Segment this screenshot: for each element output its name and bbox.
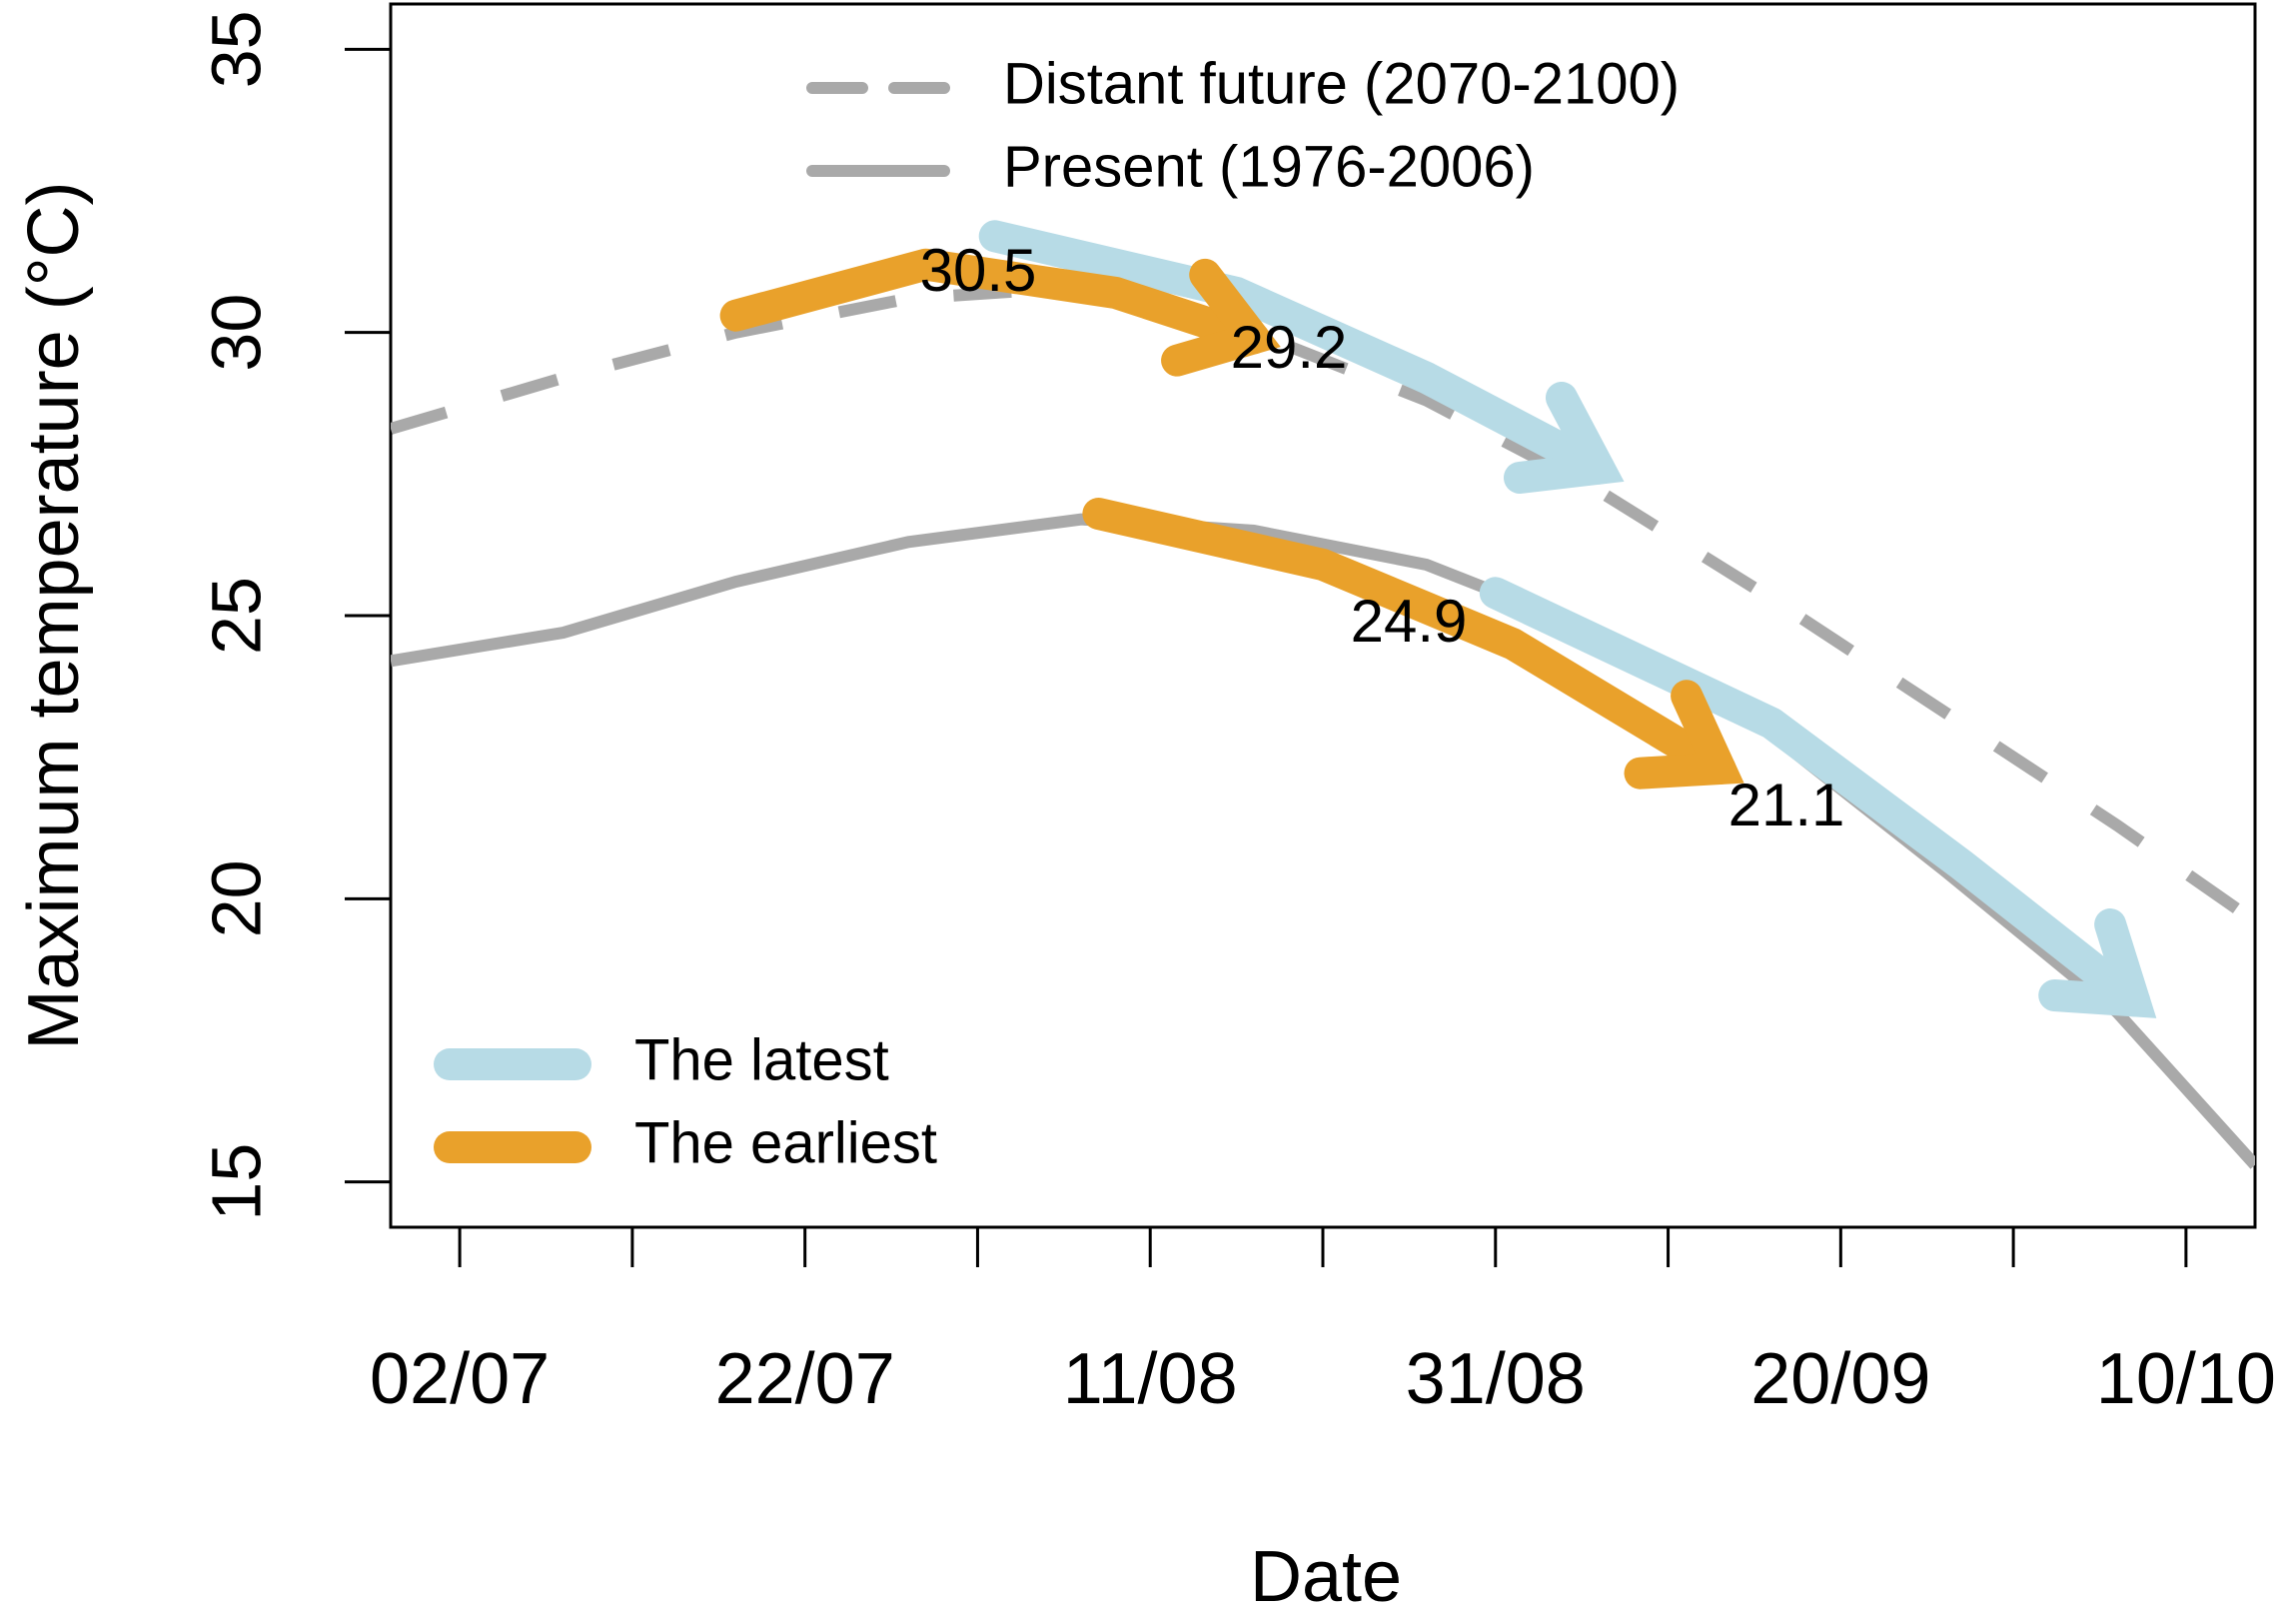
trend-arrow xyxy=(978,220,1616,485)
legend-label: The latest xyxy=(634,1027,889,1092)
x-tick-label: 20/09 xyxy=(1750,1339,1930,1419)
legend-label: Present (1976-2006) xyxy=(1003,134,1535,199)
value-label: 29.2 xyxy=(1231,314,1348,381)
y-tick-label: 25 xyxy=(197,577,275,655)
arrow-head xyxy=(2038,908,2157,1018)
trend-arrow xyxy=(1082,498,1736,785)
x-tick-label: 11/08 xyxy=(1063,1339,1238,1419)
x-axis-title: Date xyxy=(1250,1537,1402,1617)
value-label: 21.1 xyxy=(1728,772,1845,838)
arrow-head xyxy=(1161,258,1281,377)
arrow-head xyxy=(1624,680,1744,790)
trend-arrow xyxy=(719,248,1270,355)
x-tick-label: 02/07 xyxy=(370,1339,550,1419)
y-tick-label: 20 xyxy=(197,859,275,937)
y-tick-label: 30 xyxy=(197,294,275,372)
x-tick-label: 22/07 xyxy=(715,1339,895,1419)
y-axis-title: Maximum temperature (°C) xyxy=(14,182,94,1050)
plot-area xyxy=(391,220,2255,1169)
arrow-head xyxy=(1503,381,1625,494)
y-tick-label: 15 xyxy=(197,1143,275,1221)
x-tick-label: 10/10 xyxy=(2096,1339,2276,1419)
value-label: 30.5 xyxy=(920,237,1037,304)
value-label: 24.9 xyxy=(1351,588,1468,655)
x-tick-label: 31/08 xyxy=(1406,1339,1586,1419)
trend-arrow xyxy=(1479,577,2151,1017)
line-series xyxy=(391,281,2255,926)
legend-label: The earliest xyxy=(634,1110,937,1175)
y-tick-label: 35 xyxy=(197,10,275,88)
legend-label: Distant future (2070-2100) xyxy=(1003,51,1680,116)
